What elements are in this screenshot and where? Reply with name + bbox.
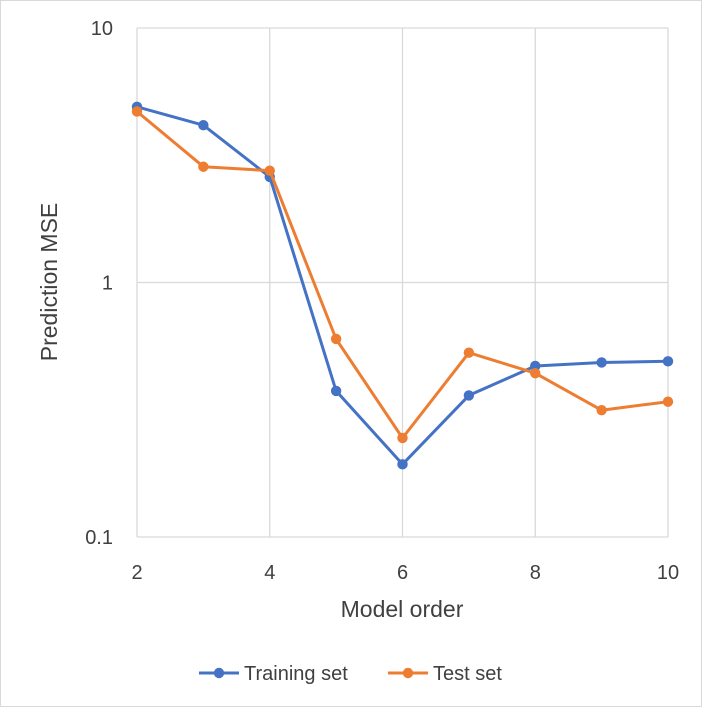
x-axis-ticks: 2 4 6 8 10 (131, 562, 679, 584)
x-tick-label: 4 (264, 562, 275, 584)
data-point (463, 390, 475, 401)
data-point (198, 161, 209, 172)
data-point (463, 347, 475, 358)
data-point (662, 356, 674, 367)
legend: Training set Test set (199, 663, 502, 685)
data-point (397, 459, 408, 470)
x-tick-label: 10 (657, 562, 679, 584)
y-tick-label: 10 (91, 18, 113, 40)
legend-marker (402, 667, 414, 679)
data-point (397, 432, 408, 444)
y-tick-label: 0.1 (85, 527, 113, 549)
data-point (530, 360, 541, 372)
x-tick-label: 6 (397, 562, 408, 584)
data-point (662, 396, 674, 407)
data-point (330, 385, 342, 397)
x-tick-label: 2 (131, 562, 142, 584)
series-test-set (131, 106, 674, 444)
data-point (530, 368, 541, 379)
data-point (596, 404, 607, 416)
legend-item: Test set (388, 663, 502, 685)
data-point (131, 106, 143, 117)
data-point (596, 357, 607, 368)
y-axis-title: Prediction MSE (36, 203, 62, 362)
data-point (198, 120, 209, 131)
x-axis-title: Model order (341, 596, 464, 622)
y-axis-ticks: 0.1 1 10 (85, 18, 113, 549)
legend-label: Test set (433, 663, 502, 685)
data-point (330, 333, 342, 345)
y-tick-label: 1 (102, 273, 113, 295)
legend-item: Training set (199, 663, 348, 685)
series-group (131, 101, 674, 470)
legend-label: Training set (244, 663, 348, 685)
x-tick-label: 8 (530, 562, 541, 584)
data-point (264, 165, 275, 176)
legend-marker (213, 667, 225, 679)
